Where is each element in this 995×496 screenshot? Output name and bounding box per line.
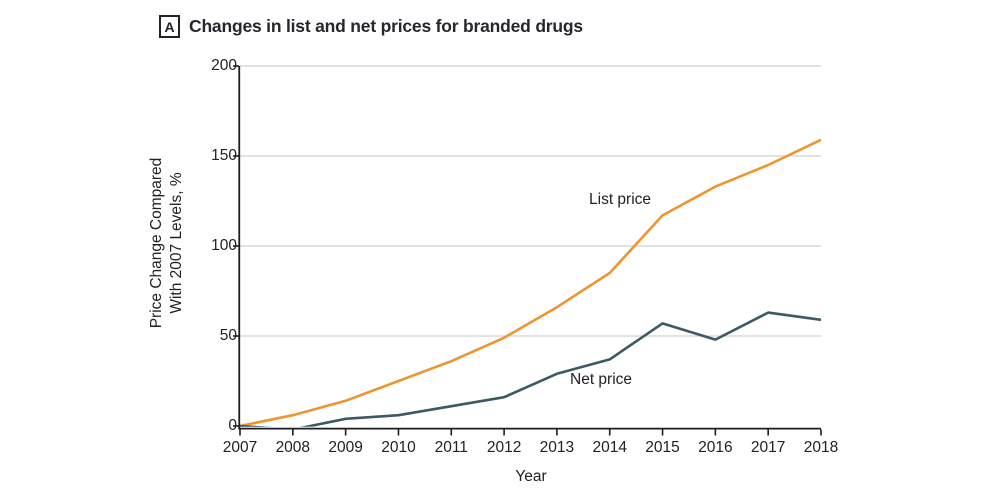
x-tick-label-2013: 2013 [539, 439, 575, 456]
x-tick-label-2012: 2012 [486, 439, 522, 456]
x-axis-label: Year [515, 468, 547, 485]
x-tick-label-2015: 2015 [645, 439, 680, 456]
x-tick-label-2007: 2007 [222, 439, 258, 456]
y-tick-label-200: 200 [211, 57, 237, 74]
net-price-line [239, 311, 822, 427]
x-tick-label-2017: 2017 [750, 439, 786, 456]
y-tick-label-100: 100 [211, 237, 237, 254]
x-tick-label-2010: 2010 [381, 439, 416, 456]
x-tick-label-2018: 2018 [803, 439, 839, 456]
list-price-series-label: List price [589, 191, 652, 208]
y-axis-label-line1: Price Change Compared [148, 157, 165, 329]
chart-title: Changes in list and net prices for brand… [189, 16, 583, 36]
y-tick-label-150: 150 [211, 147, 237, 164]
x-tick-label-2016: 2016 [698, 439, 733, 456]
panel-label: A [159, 15, 180, 38]
x-tick-label-2009: 2009 [328, 439, 363, 456]
x-tick-label-2014: 2014 [592, 439, 627, 456]
list-price-line [239, 138, 822, 427]
figure-header: A Changes in list and net prices for bra… [159, 15, 583, 38]
x-tick-label-2011: 2011 [434, 439, 468, 456]
net-price-series-label: Net price [570, 371, 633, 388]
x-tick-label-2008: 2008 [275, 439, 311, 456]
y-tick-label-50: 50 [219, 327, 237, 344]
y-tick-label-0: 0 [228, 417, 237, 434]
